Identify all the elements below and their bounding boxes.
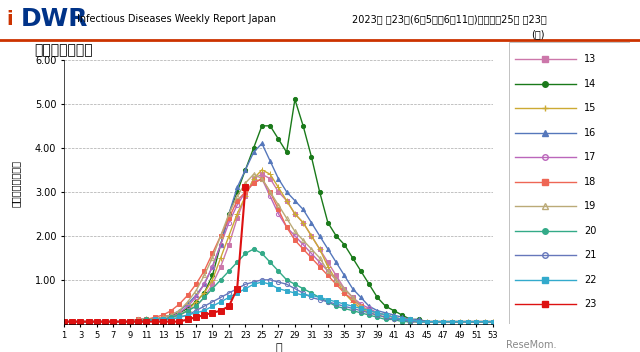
Text: 13: 13 [584,54,596,64]
Text: 17: 17 [584,152,596,162]
Text: (年): (年) [531,29,545,39]
Text: 20: 20 [584,226,596,236]
Text: 21: 21 [584,250,596,260]
Text: 14: 14 [584,79,596,89]
Text: 22: 22 [584,275,596,285]
Text: 2023年 第23週(6月5日〜6月11日)：通巻第25巻 第23号: 2023年 第23週(6月5日〜6月11日)：通巻第25巻 第23号 [352,14,547,24]
Text: 16: 16 [584,128,596,138]
Text: ReseMom.: ReseMom. [506,340,557,351]
Text: 23: 23 [584,299,596,309]
Text: Infectious Diseases Weekly Report Japan: Infectious Diseases Weekly Report Japan [77,14,276,24]
Text: 15: 15 [584,103,596,113]
Text: 18: 18 [584,177,596,187]
X-axis label: 週: 週 [275,343,282,352]
Text: 定点当たり報告数: 定点当たり報告数 [11,159,21,207]
Text: i: i [6,10,13,29]
Text: ヘルパンギーナ: ヘルパンギーナ [34,43,93,57]
Text: 19: 19 [584,201,596,211]
Text: DWR: DWR [21,7,88,31]
